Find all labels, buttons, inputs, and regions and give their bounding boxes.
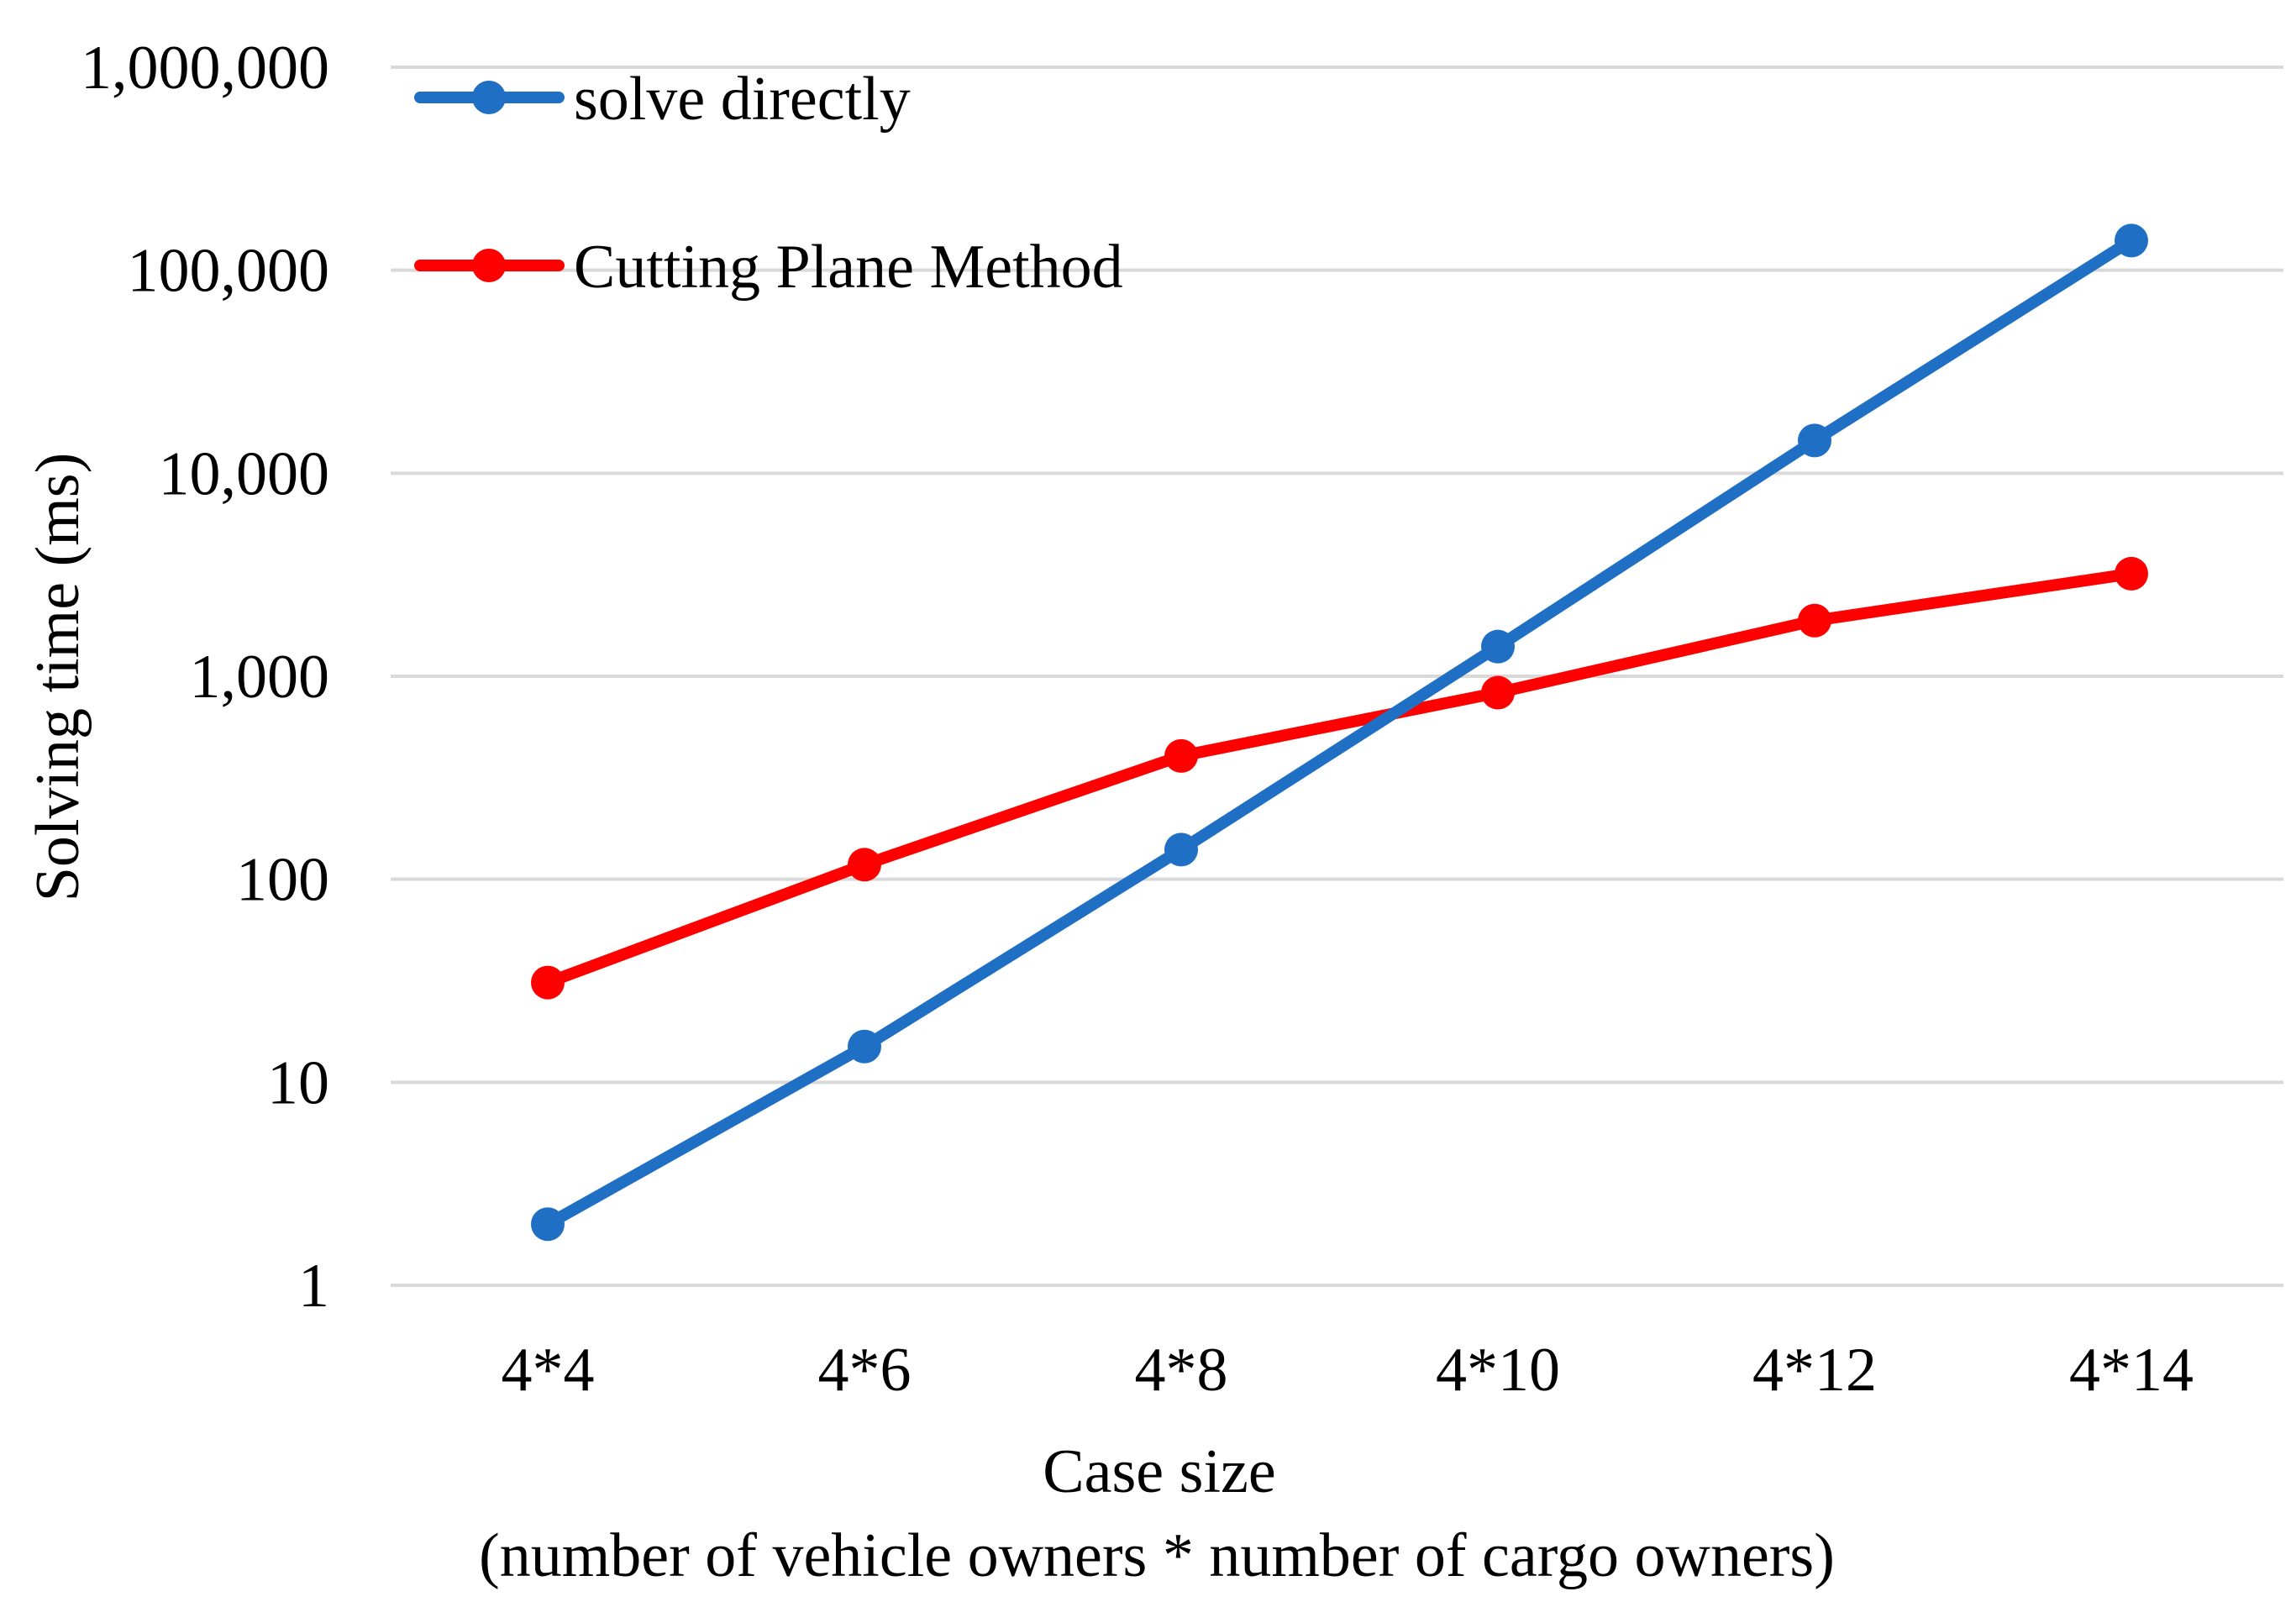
y-tick-label-2: 100 [236,846,329,915]
data-point-cutting-plane-method-5 [2115,556,2148,591]
x-tick-label-3: 4*10 [1436,1336,1560,1405]
data-point-solve-directly-4 [1798,423,1831,458]
x-tick-label-2: 4*8 [1135,1336,1228,1405]
data-point-solve-directly-2 [1164,833,1198,867]
x-axis-subtitle: (number of vehicle owners * number of ca… [479,1521,1835,1590]
y-tick-label-1: 10 [267,1048,329,1117]
y-axis-ticks: 1 10 100 1,000 10,000 100,000 1,000,000 [81,34,329,1321]
y-tick-label-0: 1 [298,1252,329,1321]
x-tick-label-1: 4*6 [818,1336,912,1405]
data-point-cutting-plane-method-2 [1164,738,1198,773]
series-line-solve-directly [542,234,2137,1231]
y-tick-label-6: 1,000,000 [81,34,329,102]
data-point-cutting-plane-method-4 [1798,603,1831,638]
series-layer [531,223,2148,1242]
legend-item-solve-directly: solve directly [414,65,911,134]
x-tick-label-5: 4*14 [2069,1336,2194,1405]
series-line-cutting-plane-method [542,567,2137,989]
legend-label-solve-directly: solve directly [574,65,911,134]
x-axis-title: Case size [1043,1437,1275,1506]
legend: solve directly Cutting Plane Method [414,65,1123,302]
y-axis-title: Solving time (ms) [24,453,92,901]
series-cutting-plane-method [531,556,2148,1000]
legend-marker-cutting-plane [472,249,506,282]
x-tick-label-4: 4*12 [1752,1336,1877,1405]
data-point-solve-directly-0 [531,1207,565,1242]
legend-item-cutting-plane: Cutting Plane Method [414,233,1123,302]
data-point-solve-directly-3 [1481,629,1515,664]
legend-label-cutting-plane: Cutting Plane Method [574,233,1123,302]
data-point-cutting-plane-method-3 [1481,675,1515,710]
y-tick-label-4: 10,000 [159,439,330,508]
data-point-cutting-plane-method-1 [848,848,881,882]
legend-marker-solve-directly [472,81,506,114]
y-tick-label-3: 1,000 [190,643,330,712]
x-axis-ticks: 4*4 4*6 4*8 4*10 4*12 4*14 [502,1336,2194,1405]
data-point-solve-directly-5 [2115,223,2148,258]
x-tick-label-0: 4*4 [502,1336,595,1405]
data-point-cutting-plane-method-0 [531,965,565,1000]
data-point-solve-directly-1 [848,1029,881,1064]
gridlines [391,66,2283,1287]
y-tick-label-5: 100,000 [128,237,330,306]
series-solve-directly [531,223,2148,1242]
